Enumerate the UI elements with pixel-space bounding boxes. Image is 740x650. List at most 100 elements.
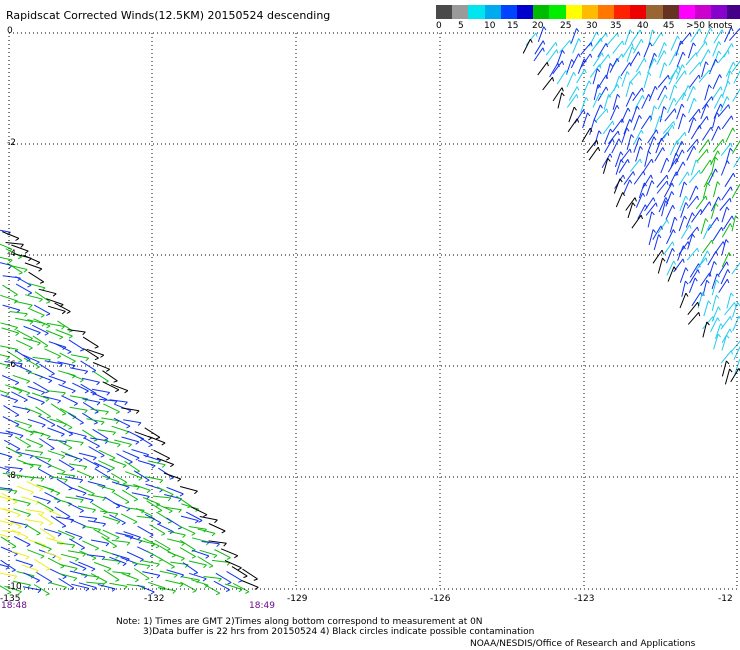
wind-barb [695,195,707,210]
wind-barb-tick [649,115,653,120]
wind-barb-tick [37,342,41,346]
wind-barb-tick [676,158,679,163]
wind-barb-tick [718,50,722,55]
wind-barb [718,278,728,293]
wind-barb [702,321,708,338]
wind-barb [647,58,655,74]
wind-barb [179,486,198,492]
legend-label: 35 [610,21,622,31]
legend-swatch [549,5,566,19]
legend-label: 20 [532,21,544,31]
wind-barb [103,569,120,581]
wind-barb [566,71,575,88]
time-label-start: 18:48 [1,601,27,611]
wind-barb-tick [184,564,189,568]
wind-barb-tick [180,557,185,562]
wind-barb [568,106,575,123]
wind-barb-tick [706,279,710,284]
wind-barb-tick [110,467,115,471]
wind-barb-tick [725,239,729,243]
wind-barb-tick [543,26,547,31]
wind-barb [93,371,109,382]
wind-barb-tick [653,136,657,141]
wind-barb [688,169,700,184]
wind-barb [54,343,72,353]
wind-barb [631,106,638,122]
wind-barb [661,200,666,217]
wind-barb-tick [28,425,32,429]
wind-barb-tick [720,323,724,328]
wind-barb-tick [718,41,722,46]
wind-barb-tick [39,488,44,492]
wind-barb [643,42,651,58]
wind-barb-tick [17,526,22,529]
wind-barb [131,492,150,497]
wind-barb-tick [680,40,684,45]
wind-barb [668,171,677,187]
legend-label: >50 knots [686,21,733,31]
wind-barb-tick [649,42,653,47]
wind-barb [43,395,61,402]
wind-barb-tick [26,392,31,396]
wind-barb [211,559,230,563]
wind-barb [663,124,673,139]
wind-barb-tick [149,534,154,538]
wind-barb-tick [17,256,22,260]
wind-barb [43,528,62,535]
wind-barb-tick [629,29,633,34]
wind-barb-tick [80,499,84,503]
wind-barb [103,403,120,413]
wind-barb [92,362,110,370]
wind-barb-tick [729,368,733,373]
wind-barb [232,582,250,593]
wind-barb-tick [115,579,120,582]
wind-barb [46,298,64,306]
wind-barb-tick [589,127,593,132]
wind-barb [34,373,53,382]
wind-barb-tick [612,120,615,126]
lon-label-minus120: -12 [718,594,733,604]
wind-barb [609,58,618,73]
wind-barb-tick [24,536,29,540]
wind-barb-tick [245,591,250,594]
wind-barb [668,69,677,85]
wind-barb [707,217,718,231]
wind-barb-tick [675,171,679,176]
wind-barb [57,370,76,377]
wind-barb-tick [191,532,196,536]
wind-barb [59,352,76,362]
wind-barb-tick [631,42,634,47]
wind-barb-tick [135,410,140,414]
wind-barb [0,322,18,328]
wind-barb [176,495,192,507]
wind-barb-tick [683,92,687,97]
wind-barb-tick [600,38,603,43]
legend-color-bar [436,5,740,19]
wind-barb [59,573,77,579]
wind-barb [676,103,683,120]
wind-barb-tick [57,558,62,562]
wind-barb-tick [157,460,161,464]
wind-barb-tick [204,584,209,589]
wind-barb-tick [729,198,732,203]
wind-barb [721,252,730,268]
wind-barb [35,406,51,417]
wind-barb-tick [552,77,555,82]
wind-barb [197,556,214,567]
wind-barb [165,579,184,585]
wind-barb-tick [114,400,118,405]
wind-barb-tick [79,510,84,514]
wind-barb-tick [673,260,677,265]
wind-barb [94,468,111,479]
wind-barb [27,395,45,403]
wind-barb-tick [644,204,648,209]
wind-barb-tick [44,332,49,336]
wind-barb [669,84,675,101]
wind-barb-tick [80,442,84,446]
wind-barb [220,548,238,557]
wind-barb-tick [115,536,120,540]
wind-barb-tick [105,411,109,415]
wind-barb-tick [253,578,258,581]
wind-barb [32,430,51,437]
wind-barb [144,427,161,438]
